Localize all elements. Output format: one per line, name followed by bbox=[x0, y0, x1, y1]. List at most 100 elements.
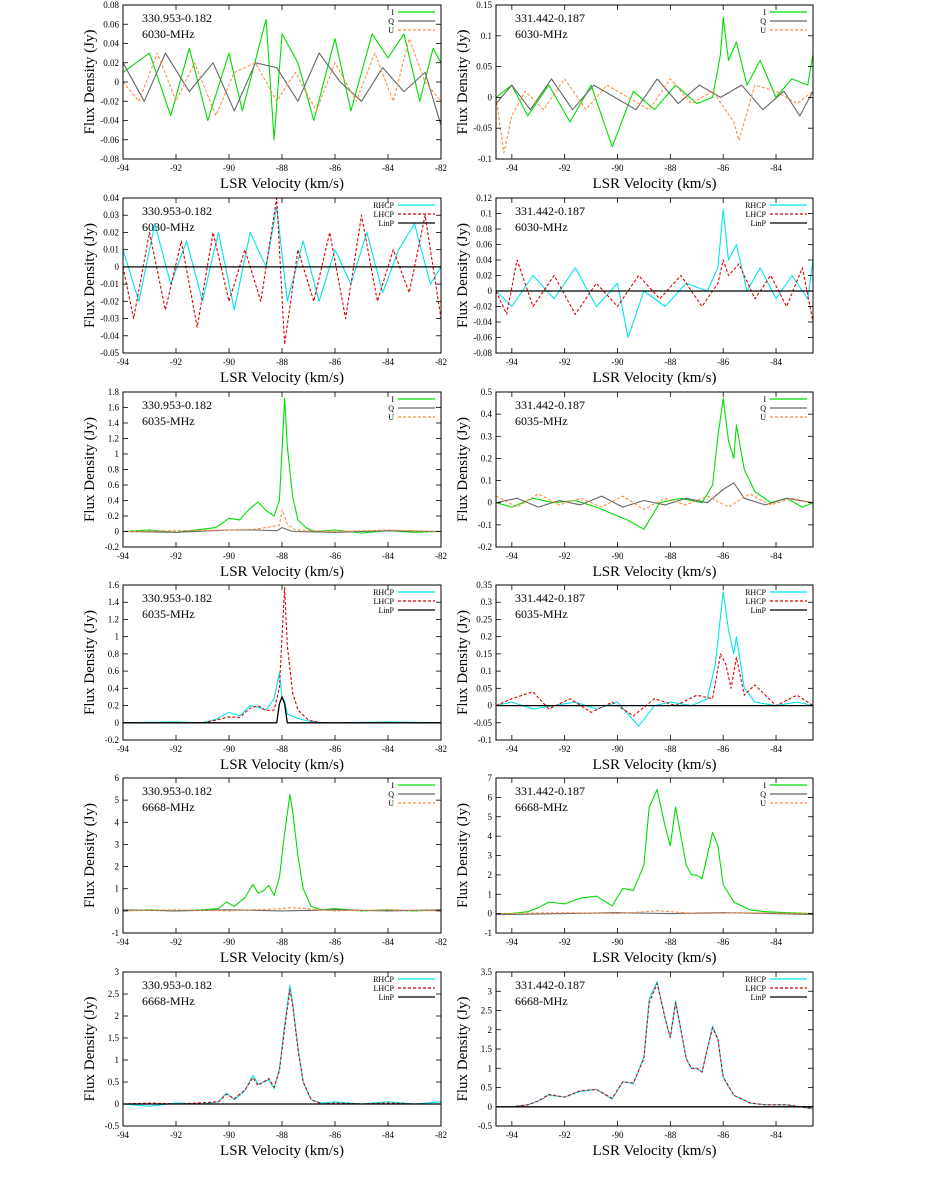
y-axis-label: Flux Density (Jy) bbox=[82, 610, 98, 715]
series-i-line bbox=[496, 789, 813, 915]
x-tick-label: -90 bbox=[612, 1130, 624, 1140]
y-tick-label: 0.15 bbox=[476, 649, 492, 659]
x-tick-label: -86 bbox=[717, 744, 729, 754]
x-tick-label: -92 bbox=[559, 744, 571, 754]
x-tick-label: -84 bbox=[770, 744, 782, 754]
x-tick-label: -88 bbox=[664, 1130, 676, 1140]
y-tick-label: -0.1 bbox=[478, 154, 492, 164]
x-axis-label: LSR Velocity (km/s) bbox=[220, 757, 344, 773]
y-tick-label: 0 bbox=[115, 77, 120, 87]
y-tick-label: 3 bbox=[115, 839, 120, 849]
y-tick-label: 0 bbox=[488, 286, 493, 296]
legend-label-u: U bbox=[388, 799, 394, 808]
frequency-label: 6668-MHz bbox=[142, 800, 195, 814]
x-tick-label: -92 bbox=[170, 1130, 182, 1140]
y-tick-label: 1.5 bbox=[481, 1044, 493, 1054]
legend-label-q: Q bbox=[388, 404, 394, 413]
x-tick-label: -86 bbox=[717, 551, 729, 561]
y-tick-label: 0.04 bbox=[103, 39, 119, 49]
y-tick-label: 0.02 bbox=[103, 58, 119, 68]
x-axis-label: LSR Velocity (km/s) bbox=[220, 1143, 344, 1159]
y-tick-label: 6 bbox=[115, 773, 120, 783]
y-tick-label: 0.1 bbox=[481, 476, 492, 486]
x-tick-label: -94 bbox=[506, 551, 518, 561]
y-tick-label: 0 bbox=[488, 498, 493, 508]
chart-panel-10: -94 -92 -90 -88 -86 -84 -1 0 1 2 3 4 5 6 7 LSR Velocity… bbox=[455, 773, 814, 966]
y-axis-label: Flux Density (Jy) bbox=[82, 29, 98, 134]
x-tick-label: -86 bbox=[329, 163, 341, 173]
x-tick-label: -92 bbox=[170, 163, 182, 173]
series-u-line bbox=[496, 78, 813, 154]
frequency-label: 6668-MHz bbox=[515, 800, 568, 814]
series-rhcp-line bbox=[496, 591, 813, 727]
x-tick-label: -88 bbox=[664, 163, 676, 173]
y-tick-label: -0.1 bbox=[478, 735, 492, 745]
x-axis-label: LSR Velocity (km/s) bbox=[593, 950, 717, 966]
series-lhcp-line bbox=[123, 989, 441, 1105]
x-tick-label: -94 bbox=[506, 357, 518, 367]
y-tick-label: 0.4 bbox=[108, 683, 120, 693]
legend-label-lhcp: LHCP bbox=[374, 984, 395, 993]
y-tick-label: -0.01 bbox=[100, 279, 119, 289]
x-tick-label: -92 bbox=[170, 744, 182, 754]
x-tick-label: -90 bbox=[223, 1130, 235, 1140]
x-tick-label: -90 bbox=[612, 163, 624, 173]
x-tick-label: -86 bbox=[329, 357, 341, 367]
x-tick-label: -84 bbox=[382, 1130, 394, 1140]
series-i-line bbox=[123, 397, 441, 534]
source-name: 330.953-0.182 bbox=[142, 204, 212, 218]
y-tick-label: -0.02 bbox=[100, 296, 119, 306]
y-tick-label: 0.06 bbox=[476, 240, 492, 250]
series-q-line bbox=[123, 909, 441, 912]
chart-panel-3: -94 -92 -90 -88 -86 -84 -82 -0.05 -0.04 -0.03 -0.0… bbox=[82, 193, 447, 386]
x-axis-label: LSR Velocity (km/s) bbox=[220, 564, 344, 580]
legend-label-lhcp: LHCP bbox=[746, 597, 767, 606]
y-tick-label: 1.6 bbox=[108, 580, 120, 590]
x-tick-label: -86 bbox=[329, 1130, 341, 1140]
y-axis-label: Flux Density (Jy) bbox=[455, 996, 471, 1101]
x-tick-label: -84 bbox=[382, 744, 394, 754]
x-tick-label: -90 bbox=[612, 551, 624, 561]
y-tick-label: 0.08 bbox=[103, 0, 119, 10]
x-tick-label: -84 bbox=[382, 551, 394, 561]
series-lhcp-line bbox=[123, 587, 441, 724]
x-tick-label: -88 bbox=[276, 1130, 288, 1140]
y-tick-label: -1 bbox=[485, 928, 493, 938]
y-tick-label: 3 bbox=[488, 986, 493, 996]
frequency-label: 6035-MHz bbox=[142, 607, 195, 621]
y-tick-label: 0.3 bbox=[481, 431, 493, 441]
x-tick-label: -86 bbox=[717, 937, 729, 947]
y-tick-label: 6 bbox=[488, 792, 493, 802]
y-axis-label: Flux Density (Jy) bbox=[82, 223, 98, 328]
frequency-label: 6035-MHz bbox=[142, 414, 195, 428]
legend-label-u: U bbox=[388, 413, 394, 422]
y-tick-label: -0.2 bbox=[105, 735, 119, 745]
x-tick-label: -92 bbox=[170, 937, 182, 947]
x-tick-label: -94 bbox=[117, 744, 129, 754]
y-tick-label: 4 bbox=[115, 817, 120, 827]
y-tick-label: 2.5 bbox=[481, 1006, 493, 1016]
y-tick-label: -0.08 bbox=[100, 154, 119, 164]
y-tick-label: 2 bbox=[488, 870, 493, 880]
y-tick-label: -0.2 bbox=[478, 542, 492, 552]
y-axis-label: Flux Density (Jy) bbox=[455, 610, 471, 715]
y-tick-label: 0.2 bbox=[481, 453, 492, 463]
legend-label-u: U bbox=[760, 413, 766, 422]
x-tick-label: -94 bbox=[506, 937, 518, 947]
y-tick-label: 2 bbox=[488, 1025, 493, 1035]
x-tick-label: -86 bbox=[329, 937, 341, 947]
y-tick-label: 0.5 bbox=[481, 1083, 493, 1093]
y-tick-label: 3 bbox=[488, 851, 493, 861]
series-rhcp-line bbox=[496, 209, 813, 339]
y-tick-label: 0.2 bbox=[108, 701, 119, 711]
x-tick-label: -90 bbox=[223, 357, 235, 367]
series-q-line bbox=[496, 482, 813, 508]
x-tick-label: -90 bbox=[612, 744, 624, 754]
frequency-label: 6668-MHz bbox=[142, 994, 195, 1008]
y-tick-label: 7 bbox=[488, 773, 493, 783]
frequency-label: 6035-MHz bbox=[515, 607, 568, 621]
chart-panel-12: -94 -92 -90 -88 -86 -84 -0.5 0 0.5 1 1.5 2 2.5 3 3.5 LS… bbox=[455, 967, 814, 1159]
x-tick-label: -86 bbox=[717, 1130, 729, 1140]
x-tick-label: -84 bbox=[770, 551, 782, 561]
chart-panel-6: -94 -92 -90 -88 -86 -84 -0.2 -0.1 0 0.1 0.2 0.3 0.4 0… bbox=[455, 387, 814, 580]
